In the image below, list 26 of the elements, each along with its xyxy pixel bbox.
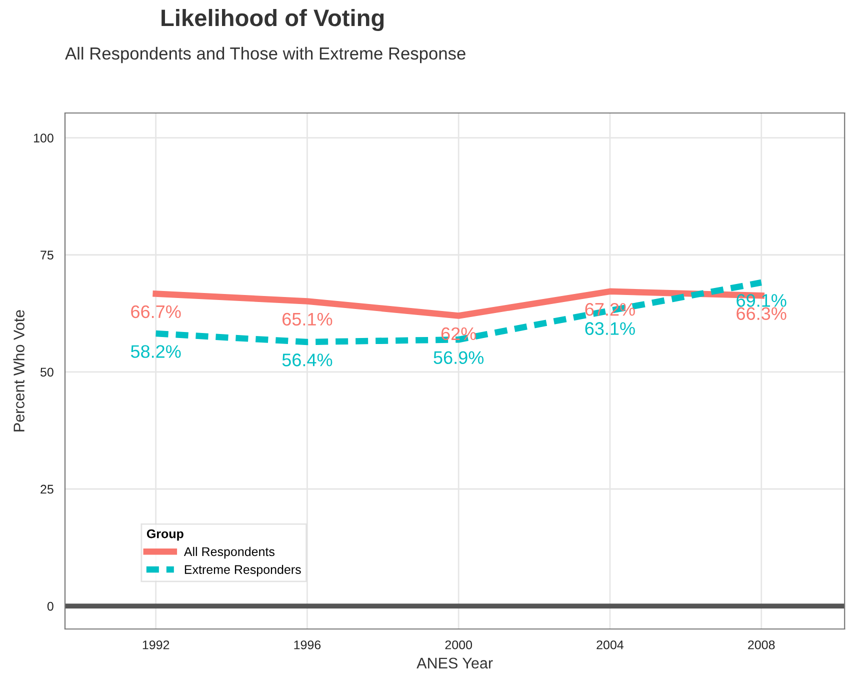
data-label: 58.2%	[130, 345, 181, 358]
y-tick-label: 100	[34, 134, 54, 142]
x-tick-label: 2008	[748, 640, 775, 650]
data-label: 65.1%	[282, 312, 332, 326]
x-tick-label: 2000	[445, 640, 472, 650]
y-tick-label: 25	[40, 484, 54, 494]
x-tick-label: 2004	[596, 640, 624, 650]
chart-title: Likelihood of Voting	[162, 8, 384, 32]
y-tick-label: 75	[40, 250, 54, 260]
y-axis-title: Percent Who Vote	[13, 310, 24, 432]
x-tick-label: 1996	[294, 640, 321, 650]
y-tick-label: 50	[40, 368, 54, 377]
x-tick-label: 1992	[142, 640, 170, 650]
x-axis-title: ANES Year	[416, 658, 493, 669]
y-tick-label: 0	[47, 602, 54, 611]
data-label: 66.3%	[736, 307, 786, 320]
legend-label: Extreme Responders	[184, 564, 301, 576]
data-label: 66.7%	[131, 305, 181, 318]
legend-title: Group	[146, 529, 184, 541]
legend-label: All Respondents	[184, 546, 274, 559]
data-label: 62%	[441, 327, 476, 340]
data-label: 56.4%	[282, 354, 332, 366]
data-label: 56.9%	[434, 351, 484, 364]
data-label: 63.1%	[585, 322, 635, 335]
chart-subtitle: All Respondents and Those with Extreme Response	[65, 46, 466, 64]
data-label: 69.1%	[736, 294, 786, 307]
